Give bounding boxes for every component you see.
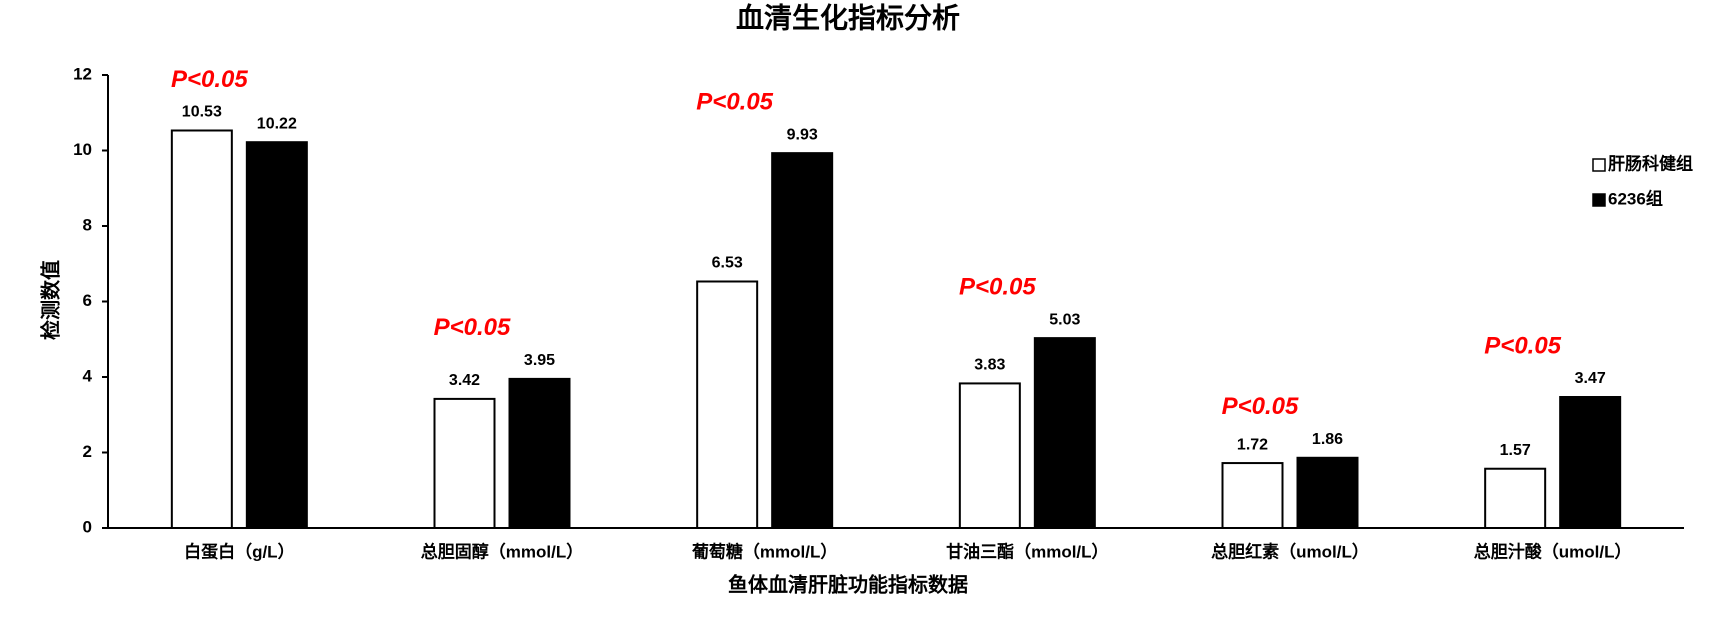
data-label: 3.42 — [449, 372, 480, 389]
bar — [508, 377, 571, 530]
data-label: 3.95 — [524, 352, 555, 369]
significance-label: P<0.05 — [1484, 332, 1561, 359]
data-label: 5.03 — [1049, 311, 1080, 328]
data-label: 1.86 — [1312, 431, 1343, 448]
significance-label: P<0.05 — [1222, 393, 1299, 420]
y-tick-label: 0 — [83, 517, 92, 536]
bar — [245, 141, 308, 529]
x-axis-label: 鱼体血清肝脏功能指标数据 — [728, 572, 968, 596]
bar — [433, 397, 496, 529]
y-tick-label: 10 — [73, 140, 92, 159]
x-tick-label: 白蛋白（g/L） — [184, 541, 295, 561]
y-tick-label: 2 — [83, 442, 92, 461]
data-label: 1.57 — [1500, 442, 1531, 459]
legend-swatch — [1592, 193, 1606, 207]
bar — [771, 152, 834, 530]
bar — [170, 129, 233, 529]
data-label: 1.72 — [1237, 436, 1268, 453]
y-tick-label: 8 — [83, 215, 92, 234]
data-label: 9.93 — [787, 126, 818, 143]
significance-label: P<0.05 — [171, 66, 248, 93]
data-label: 10.53 — [182, 104, 222, 121]
y-tick-label: 4 — [83, 366, 93, 385]
significance-label: P<0.05 — [959, 273, 1036, 300]
x-tick-label: 总胆红素（umol/L） — [1211, 541, 1369, 561]
bar — [1221, 462, 1284, 530]
x-tick-label: 总胆汁酸（umol/L） — [1474, 541, 1632, 561]
legend-swatch — [1592, 158, 1606, 172]
y-tick-label: 6 — [83, 291, 92, 310]
data-label: 3.83 — [974, 357, 1005, 374]
significance-label: P<0.05 — [434, 314, 511, 341]
significance-label: P<0.05 — [696, 88, 773, 115]
data-label: 10.22 — [257, 115, 297, 132]
data-label: 6.53 — [712, 255, 743, 272]
bar — [1559, 396, 1622, 529]
legend-label: 肝肠科健组 — [1608, 153, 1693, 173]
bar — [958, 382, 1021, 530]
data-label: 3.47 — [1575, 370, 1606, 387]
x-tick-label: 总胆固醇（mmol/L） — [421, 541, 583, 561]
x-tick-label: 葡萄糖（mmol/L） — [691, 541, 837, 561]
bar — [696, 280, 759, 529]
bar — [1296, 456, 1359, 529]
y-tick-label: 12 — [73, 64, 92, 83]
x-tick-label: 甘油三酯（mmol/L） — [946, 541, 1108, 561]
legend-label: 6236组 — [1608, 188, 1663, 208]
chart-title: 血清生化指标分析 — [736, 1, 960, 33]
bar — [1033, 337, 1096, 529]
y-axis-label: 检测数值 — [38, 260, 62, 340]
bar — [1484, 467, 1547, 530]
